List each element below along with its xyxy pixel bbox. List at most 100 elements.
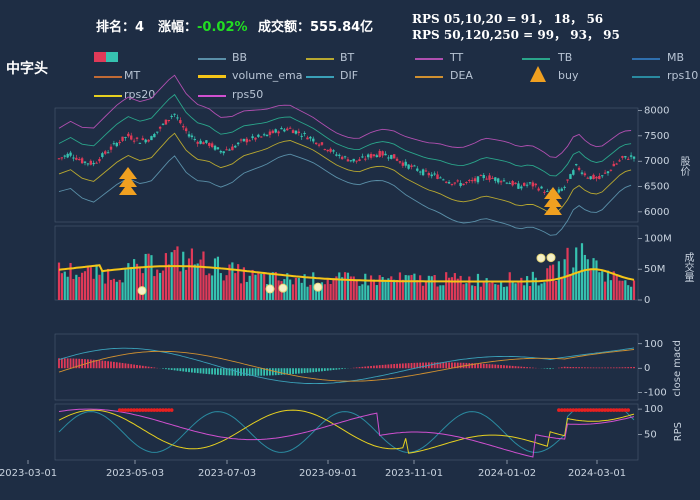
macd-histogram-bar <box>477 363 479 369</box>
candle-body <box>291 130 295 134</box>
macd-histogram-bar <box>141 365 144 369</box>
macd-histogram-bar <box>549 368 552 370</box>
candle-body <box>621 156 624 158</box>
candle-body <box>277 131 280 134</box>
macd-histogram-bar <box>78 358 81 369</box>
volume-bar <box>528 285 532 300</box>
macd-histogram-bar <box>66 358 69 369</box>
macd-histogram-bar <box>569 366 572 369</box>
macd-histogram-bar <box>133 364 136 369</box>
rps-strength-mark <box>132 408 136 412</box>
volume-bar <box>589 270 592 300</box>
candle-body <box>132 140 136 142</box>
candle-body <box>147 139 150 142</box>
candle-body <box>260 136 263 138</box>
volume-bar <box>494 284 497 300</box>
volume-bar <box>630 286 633 300</box>
volume-bar <box>358 285 361 300</box>
volume-bar <box>107 268 110 300</box>
volume-bar <box>187 258 191 300</box>
rps-strength-mark <box>155 408 160 412</box>
rps-strength-mark <box>626 408 631 412</box>
candle-body <box>511 181 514 186</box>
macd-histogram-bar <box>263 368 266 376</box>
volume-bar <box>534 277 537 300</box>
volume-bar <box>248 275 251 300</box>
candle-body <box>83 161 87 163</box>
macd-histogram-bar <box>370 365 372 369</box>
volume-bar <box>72 278 75 300</box>
volume-bar <box>419 275 422 300</box>
rps-line-1: RPS 05,10,20 = 91， 18， 56 <box>412 12 604 26</box>
candle-body <box>520 186 523 189</box>
rps-strength-mark <box>609 408 613 412</box>
candle-body <box>156 131 159 133</box>
candle-body <box>598 175 601 180</box>
volume-bar <box>133 259 136 300</box>
macd-histogram-bar <box>387 364 390 369</box>
candle-body <box>398 161 402 163</box>
macd-histogram-bar <box>624 367 627 369</box>
candle-body <box>421 169 425 176</box>
macd-histogram-bar <box>375 365 378 369</box>
candle-body <box>364 158 367 160</box>
candle-body <box>219 150 223 153</box>
macd-histogram-bar <box>121 362 124 369</box>
rps-strength-mark <box>577 408 581 412</box>
volume-signal-dot <box>313 282 323 292</box>
candle-body <box>283 129 286 132</box>
macd-histogram-bar <box>462 362 465 369</box>
candle-body <box>496 178 500 183</box>
macd-histogram-bar <box>107 361 110 369</box>
candle-body <box>320 142 324 145</box>
candle-body <box>92 162 95 165</box>
volume-bar <box>606 270 610 300</box>
rps-strength-mark <box>568 408 573 412</box>
macd-histogram-bar <box>355 367 358 369</box>
rps50-swatch <box>198 95 226 97</box>
macd-histogram-bar <box>245 368 248 376</box>
macd-histogram-bar <box>86 359 89 369</box>
volume-bar <box>274 271 277 300</box>
x-tick-label: 2023-03-01 <box>0 468 57 479</box>
volume-bar <box>205 275 208 300</box>
macd-histogram-bar <box>136 364 138 369</box>
candle-body <box>601 175 604 177</box>
candle-body <box>540 186 543 189</box>
volume-bar <box>424 281 428 300</box>
macd-histogram-bar <box>474 363 476 369</box>
volume-bar <box>147 253 150 300</box>
macd-histogram-bar <box>110 361 112 369</box>
price-tick-label: 6000 <box>644 207 669 218</box>
candle-body <box>566 179 569 181</box>
legend-volume-ema: volume_ema <box>232 69 303 82</box>
candle-body <box>300 135 303 137</box>
macd-histogram-bar <box>211 368 214 375</box>
volume-bar <box>433 275 436 300</box>
candle-body <box>72 157 75 159</box>
macd-histogram-bar <box>373 365 375 369</box>
volume-bar <box>369 275 373 300</box>
volume-bar <box>335 276 338 300</box>
candle-body <box>262 134 266 136</box>
macd-histogram-bar <box>575 367 578 369</box>
candle-body <box>254 137 257 140</box>
candle-body <box>366 154 370 158</box>
volume-bar <box>381 277 384 300</box>
volume-bar <box>511 281 514 300</box>
macd-histogram-bar <box>162 368 164 369</box>
volume-bar <box>190 248 194 300</box>
volume-bar <box>213 258 217 300</box>
volume-bar <box>164 253 168 300</box>
volume-bar <box>387 278 390 300</box>
volume-tick-label: 100M <box>644 233 672 244</box>
rps-strength-mark <box>614 408 619 412</box>
candle-body <box>112 143 116 145</box>
volume-bar <box>63 271 66 300</box>
macd-tick-label: 0 <box>644 363 650 374</box>
candle-body <box>430 174 433 177</box>
candle-body <box>525 184 529 186</box>
rps-strength-mark <box>169 408 174 412</box>
macd-histogram-bar <box>300 368 303 374</box>
candle-body <box>407 164 410 169</box>
